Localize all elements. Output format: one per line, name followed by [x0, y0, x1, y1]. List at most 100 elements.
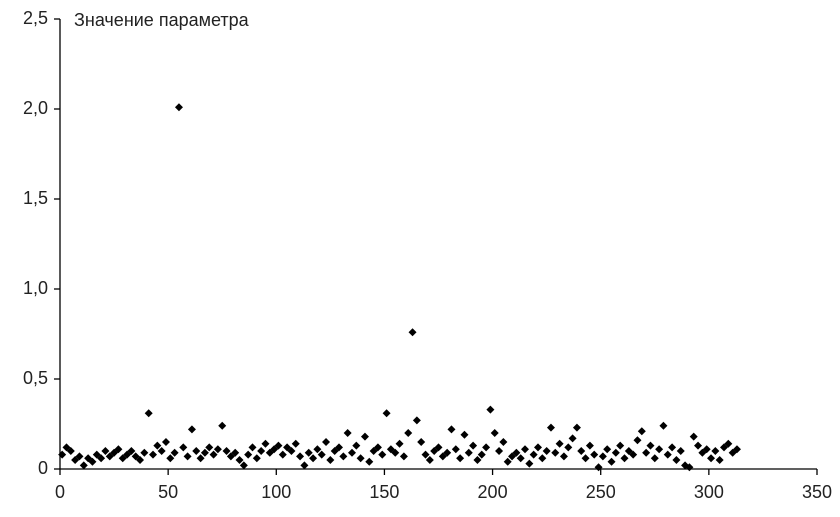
point: [335, 443, 344, 452]
point: [339, 452, 348, 461]
point: [689, 432, 698, 441]
point: [711, 447, 720, 455]
point: [499, 438, 508, 446]
point: [79, 461, 88, 470]
point: [304, 448, 313, 457]
point: [668, 443, 677, 452]
point: [490, 429, 499, 437]
point: [642, 448, 651, 457]
point: [577, 447, 586, 455]
point: [231, 448, 240, 457]
point: [702, 445, 711, 454]
point: [434, 443, 443, 452]
point: [187, 425, 196, 434]
point: [343, 429, 352, 437]
point: [568, 434, 577, 443]
point: [542, 447, 551, 455]
point: [572, 423, 581, 432]
point: [707, 454, 716, 463]
point: [179, 443, 188, 452]
point: [192, 447, 201, 455]
point: [399, 452, 408, 461]
point: [611, 448, 620, 457]
point: [140, 448, 149, 457]
point: [205, 443, 214, 452]
point: [616, 441, 625, 450]
point: [309, 454, 318, 463]
point: [58, 450, 67, 459]
point: [408, 328, 417, 337]
point: [209, 450, 218, 459]
x-tick-label: 300: [694, 482, 724, 502]
point: [174, 103, 183, 112]
point: [456, 454, 465, 463]
point: [239, 461, 248, 470]
point: [685, 463, 694, 472]
point: [395, 439, 404, 448]
point: [464, 448, 473, 457]
y-axis-label: Значение параметра: [74, 10, 250, 30]
point: [594, 463, 603, 472]
point: [218, 421, 227, 430]
point: [326, 456, 335, 464]
point: [213, 445, 222, 454]
point: [629, 450, 638, 459]
point: [170, 448, 179, 457]
point: [555, 439, 564, 448]
point: [136, 456, 145, 464]
y-tick-label: 1,5: [23, 188, 48, 208]
point: [166, 454, 175, 463]
point: [412, 416, 421, 425]
point: [425, 456, 434, 464]
point: [650, 454, 659, 463]
point: [373, 443, 382, 452]
point: [114, 445, 123, 454]
point: [482, 443, 491, 452]
point: [291, 439, 300, 448]
point: [144, 409, 153, 418]
point: [620, 454, 629, 463]
point: [317, 450, 326, 459]
point: [417, 438, 426, 446]
point: [347, 448, 356, 457]
point: [495, 447, 504, 455]
point: [646, 441, 655, 450]
point: [551, 448, 560, 457]
y-tick-label: 2,5: [23, 8, 48, 28]
point: [356, 454, 365, 463]
point: [603, 445, 612, 454]
point: [183, 452, 192, 461]
x-tick-label: 250: [586, 482, 616, 502]
point: [447, 425, 456, 434]
point: [365, 457, 374, 466]
point: [352, 441, 361, 450]
x-tick-label: 200: [478, 482, 508, 502]
point: [101, 447, 110, 455]
point: [421, 450, 430, 459]
point: [322, 438, 331, 446]
point: [149, 450, 158, 459]
point: [460, 430, 469, 439]
point: [659, 421, 668, 430]
point: [97, 454, 106, 463]
point: [533, 443, 542, 452]
point: [715, 456, 724, 464]
point: [127, 447, 136, 455]
point: [287, 447, 296, 455]
point: [512, 448, 521, 457]
point: [585, 441, 594, 450]
point: [559, 452, 568, 461]
point: [157, 447, 166, 455]
point: [598, 452, 607, 461]
point: [261, 439, 270, 448]
point: [404, 429, 413, 437]
point: [382, 409, 391, 418]
point: [676, 447, 685, 455]
point: [521, 445, 530, 454]
x-tick-label: 150: [369, 482, 399, 502]
point: [469, 441, 478, 450]
point: [222, 447, 231, 455]
point: [546, 423, 555, 432]
